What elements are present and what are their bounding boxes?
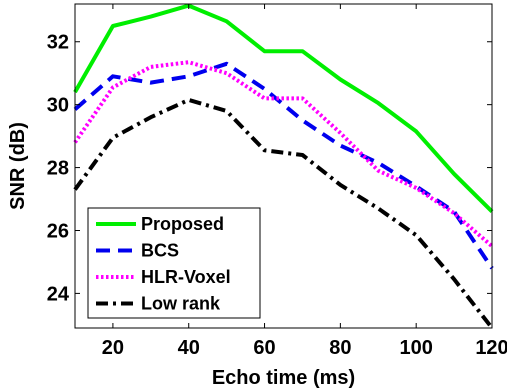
series-line-proposed xyxy=(73,3,494,214)
x-axis-label: Echo time (ms) xyxy=(212,367,355,389)
x-tick-label: 40 xyxy=(178,337,200,359)
y-tick-label: 30 xyxy=(47,95,69,117)
x-tick-label: 120 xyxy=(475,337,507,359)
legend-box xyxy=(87,207,261,319)
x-tick-label: 100 xyxy=(399,337,432,359)
legend-label: BCS xyxy=(141,241,179,261)
series-line-bcs xyxy=(73,61,494,270)
y-axis-label: SNR (dB) xyxy=(7,122,29,210)
x-tick-label: 60 xyxy=(253,337,275,359)
legend-label: Proposed xyxy=(141,214,224,234)
plot-lines xyxy=(73,3,494,330)
legend: Proposed BCS HLR-Voxel Low rank xyxy=(87,207,261,319)
y-tick-label: 24 xyxy=(47,283,70,305)
series-line-hlr-voxel xyxy=(73,60,494,248)
plot-frame xyxy=(74,3,493,329)
y-tick-label: 26 xyxy=(47,220,69,242)
x-tick-label: 20 xyxy=(102,337,124,359)
legend-label: Low rank xyxy=(141,294,221,314)
y-tick-label: 32 xyxy=(47,32,69,54)
axis-ticks: 20 40 60 80 100 120 24 26 28 30 32 xyxy=(47,4,507,359)
x-tick-label: 80 xyxy=(329,337,351,359)
y-tick-label: 28 xyxy=(47,158,69,180)
legend-label: HLR-Voxel xyxy=(141,267,231,287)
series-line-low-rank xyxy=(73,97,494,330)
